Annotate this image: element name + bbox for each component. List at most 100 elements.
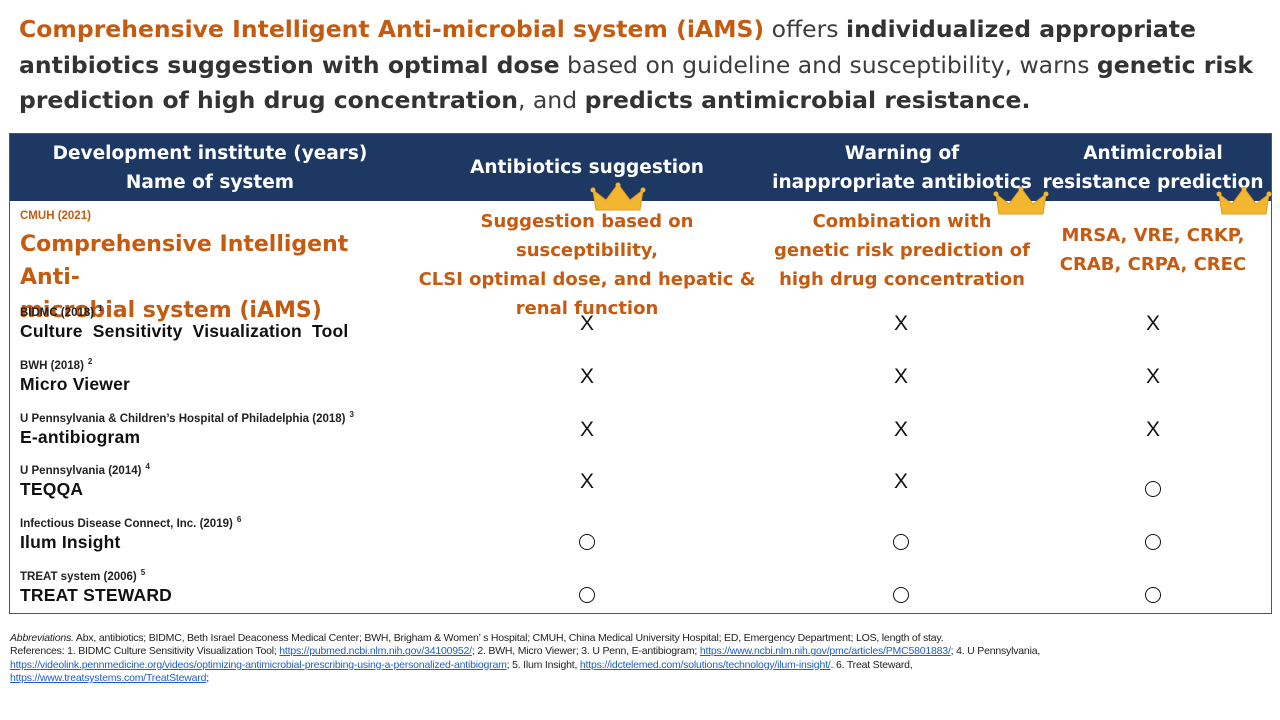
header-warning-line2: inappropriate antibiotics bbox=[772, 171, 1032, 193]
iams-name-line1: Comprehensive Intelligent Anti- bbox=[20, 232, 349, 290]
circle-mark bbox=[893, 587, 909, 603]
ref-link-4[interactable]: https://idctelemed.com/solutions/technol… bbox=[579, 658, 831, 671]
table-row: U Pennsylvania (2014) 4 TEQQA X X bbox=[10, 462, 1271, 514]
ref-link-1[interactable]: https://pubmed.ncbi.nlm.nih.gov/34100952… bbox=[279, 645, 472, 658]
row-institute: BIDMC (2018) 1 bbox=[20, 304, 103, 319]
iams-resistance-line1: MRSA, VRE, CRKP, bbox=[1061, 225, 1245, 246]
row-system-name: TEQQA bbox=[20, 479, 84, 499]
title-highlight-3: predicts antimicrobial resistance. bbox=[584, 86, 1031, 114]
table-header: Development institute (years) Name of sy… bbox=[10, 134, 1271, 201]
crown-icon bbox=[590, 182, 646, 211]
comparison-table: Development institute (years) Name of sy… bbox=[9, 133, 1272, 614]
row-reference-number: 3 bbox=[349, 410, 354, 419]
ref-link-3[interactable]: https://videolink.pennmedicine.org/video… bbox=[10, 658, 507, 671]
iams-system-name: Comprehensive Intelligent Anti- microbia… bbox=[20, 228, 400, 327]
slide-title: Comprehensive Intelligent Anti-microbial… bbox=[19, 12, 1264, 119]
circle-mark bbox=[579, 534, 595, 550]
table-row: TREAT system (2006) 5 TREAT STEWARD bbox=[10, 568, 1271, 620]
circle-mark-suggestion bbox=[557, 585, 617, 609]
x-mark-suggestion: X bbox=[579, 365, 594, 388]
ref-text-3: ; 4. U Pennsylvania, bbox=[950, 645, 1041, 658]
iams-warning-line3: high drug concentration bbox=[779, 269, 1025, 290]
row-institute: U Pennsylvania (2014) 4 bbox=[20, 462, 150, 477]
iams-institute: CMUH (2021) bbox=[20, 210, 91, 222]
abbreviations: Abbreviations. Abx, antibiotics; BIDMC, … bbox=[10, 632, 1270, 645]
x-mark-warning: X bbox=[893, 312, 908, 335]
circle-mark bbox=[1145, 534, 1161, 550]
row-institute-text: U Pennsylvania & Children’s Hospital of … bbox=[20, 412, 346, 425]
iams-suggestion-line2: CLSI optimal dose, and hepatic & bbox=[418, 269, 756, 290]
iams-suggestion: Suggestion based on susceptibility, CLSI… bbox=[410, 207, 764, 323]
circle-mark-resistance bbox=[1123, 479, 1183, 503]
circle-mark-warning bbox=[871, 585, 931, 609]
references: References: 1. BIDMC Culture Sensitivity… bbox=[10, 645, 1270, 658]
row-institute: Infectious Disease Connect, Inc. (2019) 6 bbox=[20, 515, 241, 530]
title-highlight-2: genetic risk prediction of high drug con… bbox=[19, 50, 1254, 115]
row-institute-text: Infectious Disease Connect, Inc. (2019) bbox=[20, 517, 233, 530]
header-suggestion-label: Antibiotics suggestion bbox=[470, 157, 704, 178]
iams-suggestion-line3: renal function bbox=[515, 298, 659, 319]
row-reference-number: 2 bbox=[87, 357, 93, 366]
row-reference-number: 6 bbox=[236, 515, 242, 524]
row-system-name: TREAT STEWARD bbox=[20, 585, 172, 605]
row-institute: U Pennsylvania & Children’s Hospital of … bbox=[20, 410, 354, 425]
ref-text-1: References: 1. BIDMC Culture Sensitivity… bbox=[10, 645, 280, 658]
ref-text-2: ; 2. BWH, Micro Viewer; 3. U Penn, E-ant… bbox=[471, 645, 700, 658]
x-mark-resistance: X bbox=[1145, 418, 1160, 441]
table-row: BIDMC (2018) 1 Culture Sensitivity Visuali… bbox=[10, 304, 1271, 356]
header-resistance-line1: Antimicrobial bbox=[1083, 142, 1223, 164]
crown-icon bbox=[1216, 186, 1272, 215]
x-mark-suggestion: X bbox=[579, 312, 594, 335]
footnotes: Abbreviations. Abx, antibiotics; BIDMC, … bbox=[10, 632, 1270, 685]
x-mark-warning: X bbox=[893, 470, 908, 493]
row-institute-text: BWH (2018) bbox=[20, 359, 84, 372]
header-system-line1: Development institute (years) bbox=[52, 142, 368, 164]
references-cont: https://videolink.pennmedicine.org/video… bbox=[10, 659, 1270, 672]
ref-link-2[interactable]: https://www.ncbi.nlm.nih.gov/pmc/article… bbox=[699, 645, 951, 658]
x-mark-warning: X bbox=[893, 418, 908, 441]
circle-mark-resistance bbox=[1123, 585, 1183, 609]
circle-mark bbox=[1145, 587, 1161, 603]
row-system-name: E-antibiogram bbox=[20, 427, 141, 447]
iams-resistance: MRSA, VRE, CRKP, CRAB, CRPA, CREC bbox=[1040, 221, 1266, 279]
row-institute-text: TREAT system (2006) bbox=[20, 570, 137, 583]
row-institute: BWH (2018) 2 bbox=[20, 357, 92, 372]
table-row: BWH (2018) 2 Micro Viewer X X X bbox=[10, 357, 1271, 409]
header-resistance-line2: resistance prediction bbox=[1042, 171, 1264, 193]
row-institute-text: BIDMC (2018) bbox=[20, 306, 95, 319]
row-system-name: Micro Viewer bbox=[20, 374, 131, 394]
row-institute-text: U Pennsylvania (2014) bbox=[20, 464, 142, 477]
abbreviations-text: Abx, antibiotics; BIDMC, Beth Israel Dea… bbox=[73, 632, 944, 644]
row-reference-number: 4 bbox=[145, 462, 150, 471]
iams-warning-line2: genetic risk prediction of bbox=[774, 240, 1030, 261]
header-warning: Warning of inappropriate antibiotics bbox=[764, 134, 1040, 201]
row-system-name: Culture Sensitivity Visualization Tool bbox=[20, 321, 349, 341]
circle-mark-warning bbox=[871, 532, 931, 556]
row-institute: TREAT system (2006) 5 bbox=[20, 568, 145, 583]
ref-text-6: ; bbox=[206, 671, 209, 684]
header-suggestion: Antibiotics suggestion bbox=[410, 134, 764, 201]
iams-warning: Combination with genetic risk prediction… bbox=[764, 207, 1040, 294]
header-system-line2: Name of system bbox=[125, 171, 295, 193]
title-text-3: , and bbox=[517, 86, 585, 114]
ref-link-5[interactable]: https://www.treatsystems.com/TreatStewar… bbox=[10, 671, 207, 684]
header-system: Development institute (years) Name of sy… bbox=[10, 134, 410, 201]
iams-warning-line1: Combination with bbox=[812, 211, 992, 232]
references-end: https://www.treatsystems.com/TreatStewar… bbox=[10, 672, 1270, 685]
circle-mark-suggestion bbox=[557, 532, 617, 556]
iams-name-line2: microbial system (iAMS) bbox=[20, 298, 322, 323]
x-mark-resistance: X bbox=[1145, 365, 1160, 388]
title-system-name: Comprehensive Intelligent Anti-microbial… bbox=[19, 15, 765, 43]
table-row: Infectious Disease Connect, Inc. (2019) 6… bbox=[10, 515, 1271, 567]
ref-text-5: . 6. Treat Steward, bbox=[830, 658, 913, 671]
row-system-name: Ilum Insight bbox=[20, 532, 121, 552]
circle-mark bbox=[579, 587, 595, 603]
x-mark-resistance: X bbox=[1145, 312, 1160, 335]
header-warning-line1: Warning of bbox=[844, 142, 960, 164]
title-text-2: based on guideline and susceptibility, w… bbox=[559, 50, 1097, 79]
circle-mark bbox=[1145, 481, 1161, 497]
title-text-1: offers bbox=[764, 15, 847, 43]
title-highlight-1: individualized appropriate antibiotics s… bbox=[19, 15, 1196, 79]
crown-icon bbox=[993, 186, 1049, 215]
header-resistance: Antimicrobial resistance prediction bbox=[1040, 134, 1266, 201]
